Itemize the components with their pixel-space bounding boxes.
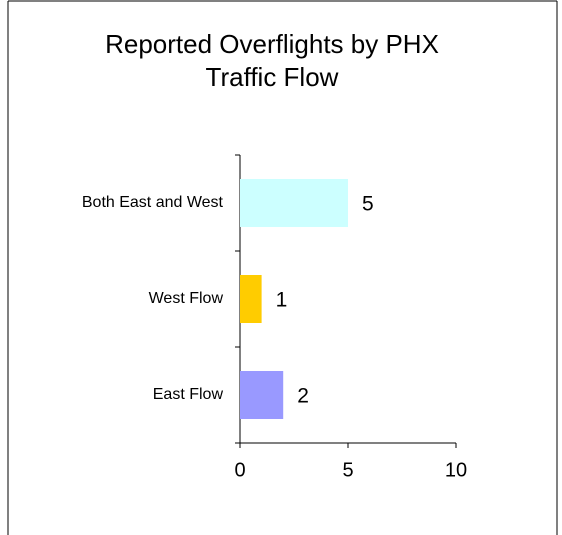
y-tick-label: Both East and West: [82, 194, 224, 211]
x-tick-label: 0: [234, 459, 245, 481]
data-label: 5: [362, 193, 374, 216]
chart-title: Reported Overflights by PHX Traffic Flow: [105, 29, 439, 92]
y-tick-label: East Flow: [153, 386, 224, 403]
bar: [240, 371, 284, 419]
bar: [240, 179, 348, 227]
data-label: 2: [297, 385, 309, 408]
bar: [240, 275, 262, 323]
x-tick-label: 10: [445, 459, 467, 481]
x-tick-label: 5: [342, 459, 353, 481]
data-label: 1: [276, 289, 288, 312]
y-tick-label: West Flow: [149, 290, 224, 307]
